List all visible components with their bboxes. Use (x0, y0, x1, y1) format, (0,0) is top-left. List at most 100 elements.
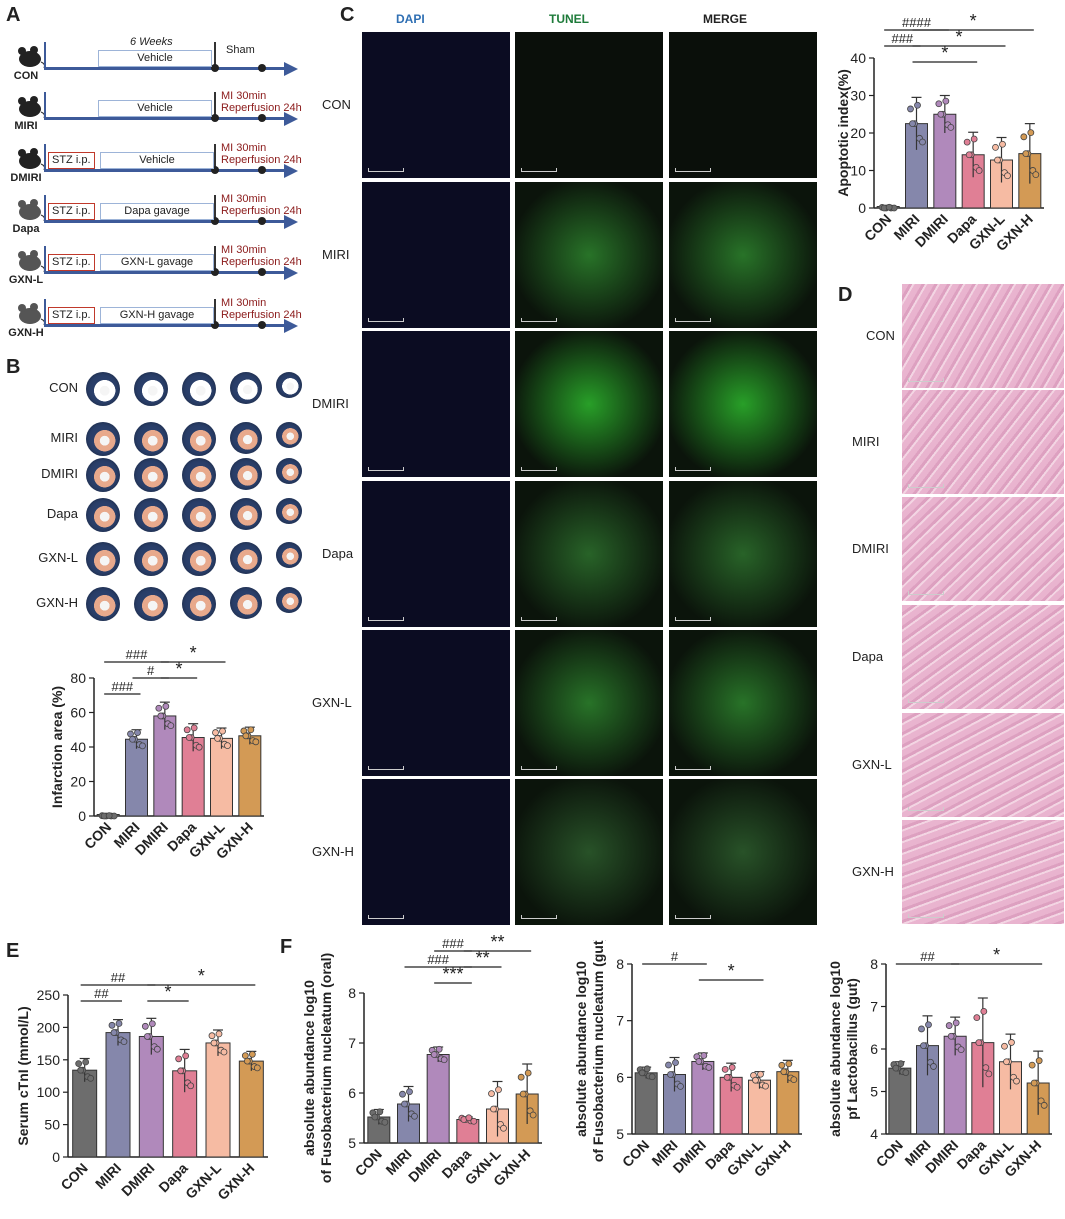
he-micrograph (902, 497, 1064, 601)
x-tick-label: DMIRI (405, 1146, 444, 1185)
data-point (175, 1055, 183, 1063)
data-point (1008, 1039, 1015, 1046)
data-point (430, 1051, 438, 1058)
y-tick-label: 10 (850, 163, 866, 179)
micrograph-dapi (362, 182, 510, 328)
data-point (105, 812, 113, 820)
y-tick-label: 20 (850, 125, 866, 141)
y-tick-label: 7 (870, 999, 878, 1015)
data-point (985, 1070, 993, 1078)
data-point (470, 1117, 478, 1125)
scale-bar (675, 766, 711, 770)
timeline-start-marker (44, 92, 46, 120)
y-tick-label: 40 (70, 739, 86, 755)
data-point (973, 1014, 981, 1022)
scale-bar (675, 168, 711, 172)
data-point (1004, 172, 1011, 180)
bar (238, 1060, 264, 1158)
timeline-arrowhead (284, 266, 298, 280)
significance-label: ### (891, 31, 913, 46)
y-axis-label: absolute abundance log10of Fusobacterium… (573, 940, 606, 1162)
timeline-end-marker (214, 246, 216, 274)
data-point (648, 1073, 656, 1081)
x-tick-label: CON (57, 1160, 90, 1193)
y-tick-label: 30 (850, 88, 866, 104)
heart-slice (182, 372, 216, 406)
scale-bar (908, 378, 944, 382)
x-tick-label: CON (352, 1146, 385, 1179)
data-point (790, 1076, 798, 1084)
scale-bar (521, 318, 557, 322)
significance-label: * (941, 43, 948, 63)
data-point (215, 1030, 223, 1038)
y-tick-label: 5 (348, 1135, 356, 1151)
timeline-arrowhead (284, 164, 298, 178)
scale-bar (908, 591, 944, 595)
timeline-arrowhead (284, 112, 298, 126)
scale-bar (368, 318, 404, 322)
heart-row-label: CON (49, 380, 78, 395)
timepoint-dot (258, 217, 266, 225)
data-point (212, 729, 219, 736)
data-point (695, 1058, 703, 1065)
mouse-icon (12, 197, 46, 222)
treatment-box: Dapa gavage (100, 203, 214, 220)
column-header: TUNEL (549, 12, 589, 26)
data-point (195, 743, 203, 751)
heart-slice (182, 458, 216, 492)
design-row: GXN-L STZ i.p. GXN-L gavage MI 30min Reperf… (0, 244, 310, 292)
timepoint-dot (258, 64, 266, 72)
y-tick-label: 0 (52, 1149, 60, 1165)
timeline-start-marker (44, 42, 46, 70)
data-point (947, 123, 955, 131)
micrograph-dapi (362, 630, 510, 776)
data-point (920, 1042, 927, 1049)
y-tick-label: 150 (37, 1052, 61, 1068)
data-point (1003, 1058, 1010, 1066)
data-point (778, 1061, 786, 1069)
data-point (919, 138, 926, 146)
data-point (242, 732, 250, 740)
timepoint-dot (211, 166, 219, 174)
timepoint-dot (258, 268, 266, 276)
endpoint-label: Sham (226, 44, 255, 56)
mouse-icon (12, 94, 46, 119)
y-tick-label: 60 (70, 705, 86, 721)
panel-label-f: F (280, 936, 293, 958)
scale-bar (908, 484, 944, 488)
data-point (992, 143, 999, 151)
heart-row: MIRI (30, 420, 302, 460)
y-tick-label: 8 (870, 956, 878, 972)
heart-slice (134, 498, 168, 532)
scale-bar (521, 617, 557, 621)
column-header: DAPI (396, 12, 425, 26)
data-point (143, 1033, 151, 1040)
endpoint-label: MI 30min Reperfusion 24h (221, 297, 302, 321)
y-tick-label: 8 (348, 985, 356, 1001)
y-tick-label: 40 (850, 50, 866, 66)
data-point (120, 1038, 128, 1046)
design-row: DMIRI STZ i.p. Vehicle MI 30min Reperfusion… (0, 142, 310, 190)
data-point (524, 1069, 532, 1077)
data-point (401, 1100, 408, 1108)
heart-slice (276, 372, 302, 398)
heart-slice (134, 422, 168, 456)
data-point (465, 1114, 473, 1122)
data-point (381, 1118, 389, 1126)
y-tick-label: 5 (616, 1126, 624, 1142)
row-label: DMIRI (852, 541, 889, 556)
data-point (721, 1065, 729, 1073)
data-point (210, 1039, 218, 1047)
heart-slice (230, 458, 262, 490)
data-point (925, 1021, 932, 1029)
significance-label: ** (476, 948, 490, 968)
significance-label: * (993, 945, 1000, 965)
timepoint-dot (211, 114, 219, 122)
y-axis-label-line: of Fusobacterium nucleatum (gut) (590, 940, 606, 1162)
data-point (435, 1045, 443, 1053)
y-axis-label: Infarction area (%) (49, 686, 65, 808)
significance-label: * (164, 982, 171, 1002)
stz-injection-box: STZ i.p. (48, 254, 95, 271)
heart-slice (86, 458, 120, 492)
scale-bar (521, 168, 557, 172)
